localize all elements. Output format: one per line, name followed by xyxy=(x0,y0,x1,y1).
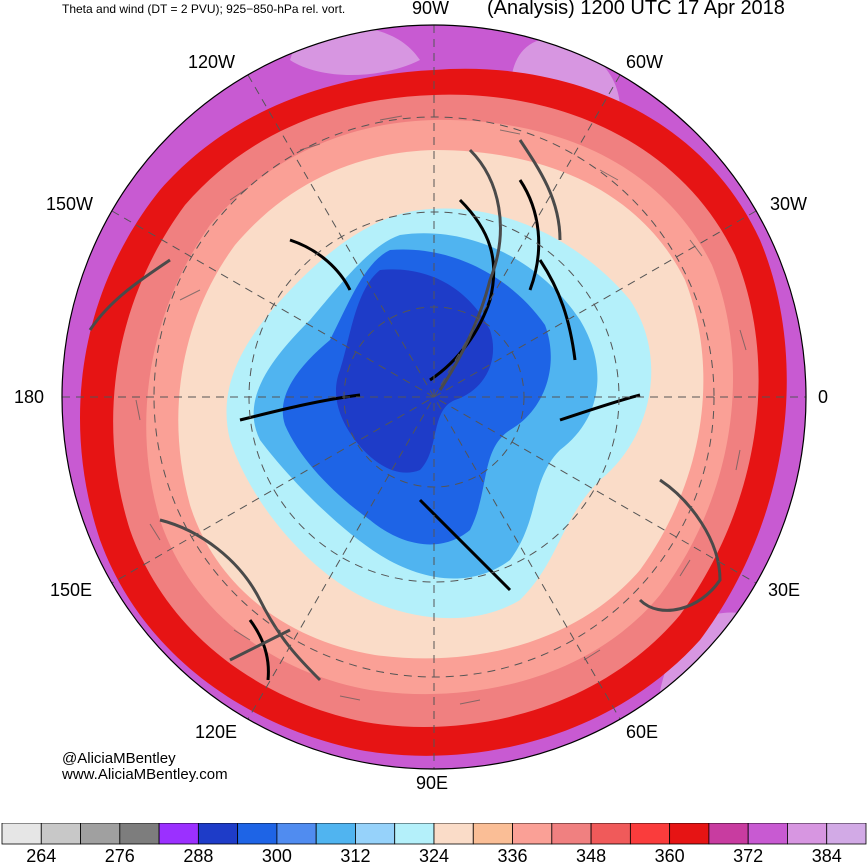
colorbar-tick-label: 384 xyxy=(811,846,842,866)
valid-time-title: (Analysis) 1200 UTC 17 Apr 2018 xyxy=(487,0,785,19)
lon-label-60e: 60E xyxy=(626,722,659,742)
lon-label-180: 180 xyxy=(14,387,45,407)
colorbar-swatch xyxy=(276,823,317,845)
colorbar-tick-label: 348 xyxy=(576,846,607,866)
colorbar-swatch xyxy=(590,823,631,845)
lon-label-30w: 30W xyxy=(770,194,808,214)
colorbar-swatch xyxy=(472,823,513,845)
field-dark-blue xyxy=(335,269,494,473)
colorbar xyxy=(1,823,867,845)
map-title: Theta and wind (DT = 2 PVU); 925−850-hPa… xyxy=(62,2,346,16)
colorbar-tick-label: 300 xyxy=(261,846,292,866)
colorbar-swatch xyxy=(237,823,278,845)
colorbar-tick-label: 372 xyxy=(733,846,764,866)
colorbar-tick-label: 336 xyxy=(497,846,528,866)
colorbar-swatch xyxy=(512,823,553,845)
lon-label-150e: 150E xyxy=(50,580,93,600)
lon-label-150w: 150W xyxy=(46,194,94,214)
colorbar-swatch xyxy=(315,823,356,845)
wind-barbs xyxy=(135,115,747,705)
colorbar-tick-label: 360 xyxy=(654,846,685,866)
colorbar-swatch xyxy=(787,823,828,845)
credit-website: www.AliciaMBentley.com xyxy=(62,766,228,783)
lon-label-90w: 90W xyxy=(412,0,450,18)
credit-twitter: @AliciaMBentley xyxy=(62,750,176,767)
lon-label-120w: 120W xyxy=(188,52,236,72)
graticule xyxy=(62,25,806,769)
colorbar-swatch xyxy=(355,823,396,845)
coastlines xyxy=(88,139,722,682)
lon-label-120e: 120E xyxy=(195,722,238,742)
colorbar-swatch xyxy=(629,823,671,845)
colorbar-swatch xyxy=(80,823,121,845)
polar-map xyxy=(61,24,807,770)
lon-label-60w: 60W xyxy=(626,52,664,72)
colorbar-swatch xyxy=(40,823,81,845)
colorbar-swatch xyxy=(119,823,160,845)
colorbar-swatch xyxy=(1,823,42,845)
colorbar-swatch xyxy=(708,823,749,845)
colorbar-tick-label: 324 xyxy=(418,846,450,866)
colorbar-swatch xyxy=(197,823,239,845)
colorbar-swatch xyxy=(551,823,592,845)
map-boundary xyxy=(61,24,807,770)
map-field xyxy=(62,25,806,769)
colorbar-swatch xyxy=(158,823,199,845)
vorticity-contours xyxy=(239,179,641,681)
colorbar-tick-label: 276 xyxy=(104,846,135,866)
lon-label-30e: 30E xyxy=(768,580,801,600)
colorbar-swatch xyxy=(747,823,788,845)
colorbar-swatch xyxy=(394,823,435,845)
lon-label-0: 0 xyxy=(818,387,829,407)
lon-label-90e: 90E xyxy=(416,773,449,793)
colorbar-swatch xyxy=(826,823,867,845)
colorbar-swatch xyxy=(669,823,710,845)
colorbar-tick-label: 312 xyxy=(340,846,371,866)
colorbar-tick-label: 264 xyxy=(26,846,57,866)
colorbar-swatch xyxy=(433,823,474,845)
colorbar-tick-label: 288 xyxy=(183,846,214,866)
